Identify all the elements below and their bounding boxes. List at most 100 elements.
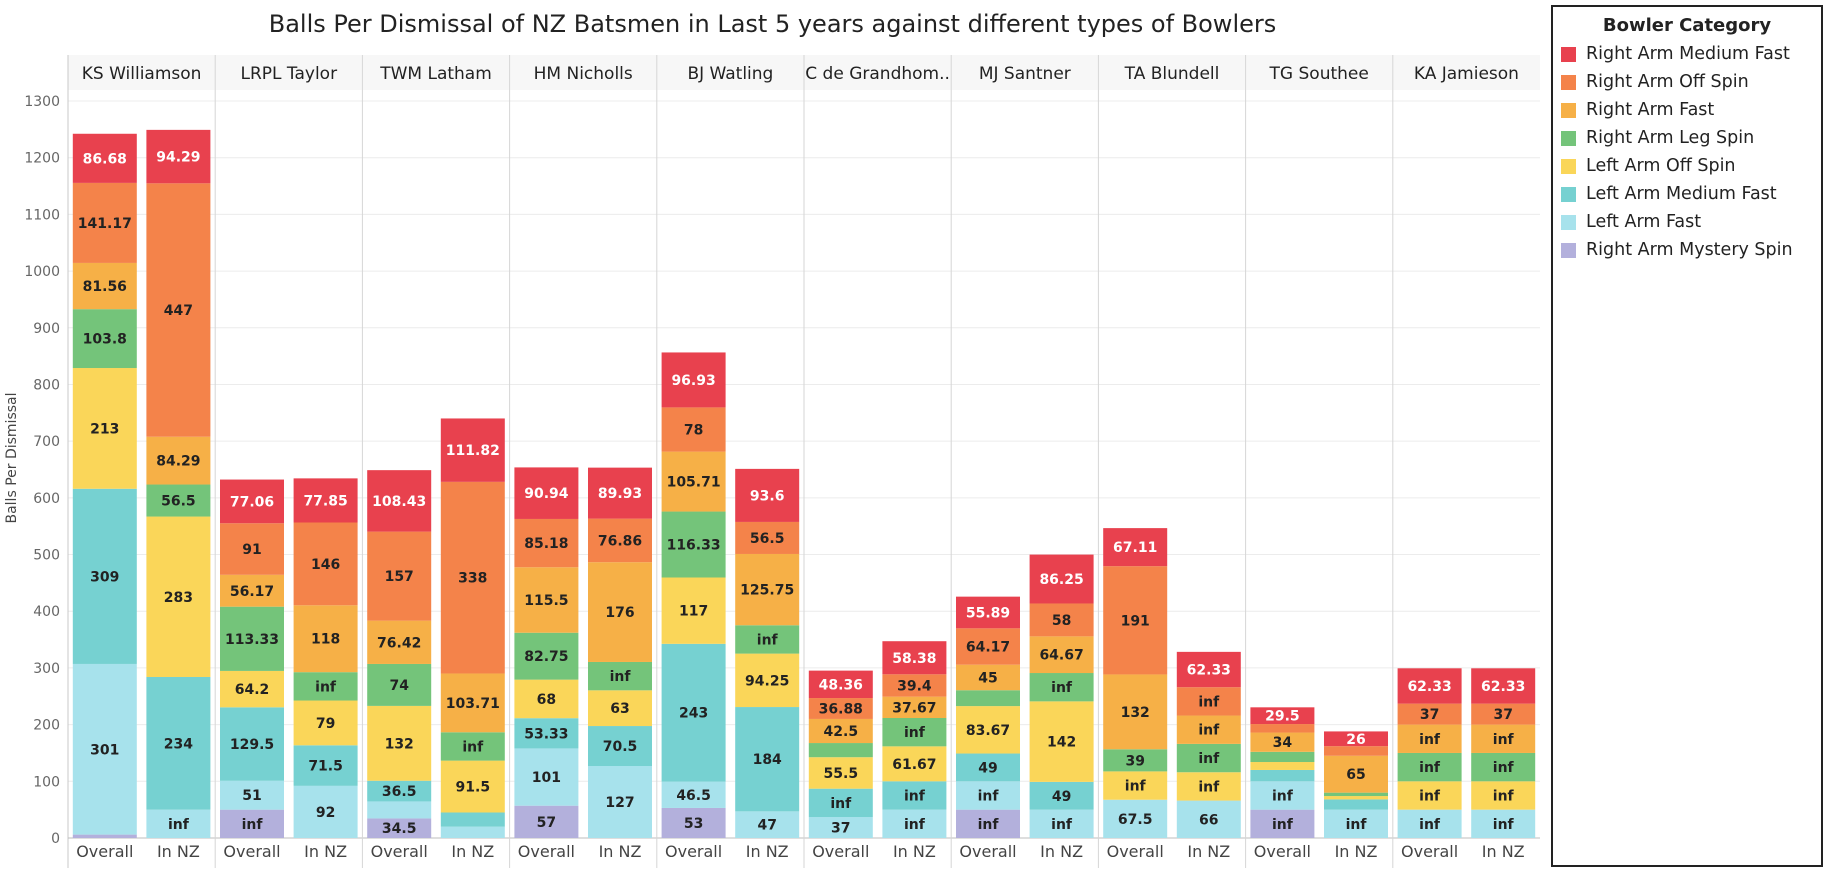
bar-segment [1103, 528, 1168, 567]
data-label: 67.11 [1113, 540, 1157, 556]
data-label: 146 [311, 557, 340, 573]
bar-segment [808, 670, 873, 699]
legend-label: Right Arm Mystery Spin [1586, 240, 1793, 260]
bar-segment [1103, 799, 1168, 838]
data-label: inf [830, 796, 852, 812]
data-label: 213 [90, 421, 119, 437]
data-label: 132 [1121, 705, 1150, 721]
bar-segment [588, 726, 652, 767]
data-label: 37 [1420, 707, 1439, 723]
facet-header-label: C de Grandhom.. [805, 64, 950, 84]
bar-segment [735, 653, 800, 708]
data-label: inf [1419, 732, 1441, 748]
bar-segment [72, 488, 137, 664]
data-label: 77.85 [303, 493, 347, 509]
data-label: inf [1419, 788, 1441, 804]
data-label: 81.56 [83, 279, 127, 295]
data-label: inf [1493, 788, 1515, 804]
data-label: 91 [242, 542, 261, 558]
bar-segment [588, 690, 652, 727]
data-label: 36.5 [382, 784, 417, 800]
data-label: 103.71 [446, 696, 500, 712]
data-label: 94.25 [745, 673, 789, 689]
data-label: 184 [753, 752, 782, 768]
bar-segment [514, 805, 579, 838]
bar-segment [1029, 781, 1094, 810]
x-tick-label: In NZ [304, 842, 347, 861]
bar-segment [1103, 674, 1168, 750]
data-label: 39 [1125, 753, 1144, 769]
bar-segment [808, 817, 873, 838]
legend-swatch [1561, 158, 1576, 174]
legend-items: Right Arm Medium Fast Right Arm Off Spin R… [1553, 40, 1821, 264]
data-label: 89.93 [598, 486, 642, 502]
bar-segment [514, 632, 579, 680]
bar-segment [293, 522, 358, 606]
bar-segment [293, 672, 358, 701]
bar-segment [956, 628, 1020, 665]
data-label: inf [1198, 779, 1220, 795]
data-label: 118 [311, 632, 340, 648]
legend-item: Right Arm Mystery Spin [1553, 236, 1821, 264]
data-label: 74 [389, 678, 409, 694]
bar-segment [1471, 724, 1536, 753]
data-label: 93.6 [750, 488, 785, 504]
data-label: 58 [1052, 613, 1071, 629]
data-label: inf [1493, 817, 1515, 833]
bar-segment [1103, 566, 1168, 675]
y-tick-label: 900 [33, 321, 60, 337]
data-label: 283 [164, 590, 193, 606]
bar-segment [1397, 668, 1462, 704]
bar-segment [146, 183, 211, 437]
bar-segment [1250, 781, 1315, 810]
data-label: inf [1419, 760, 1441, 776]
facet-header-label: MJ Santner [979, 64, 1071, 84]
data-label: 115.5 [524, 593, 568, 609]
data-label: 447 [164, 303, 193, 319]
bar-segment [588, 661, 652, 691]
bar-segment [220, 523, 284, 575]
bar-segment [661, 577, 726, 644]
data-label: inf [1051, 680, 1073, 696]
x-tick-label: Overall [959, 842, 1016, 861]
data-label: inf [1493, 732, 1515, 748]
bar-segment [735, 625, 800, 654]
bar-segment [1471, 781, 1536, 810]
legend-label: Right Arm Fast [1586, 100, 1715, 120]
data-label: 92 [316, 805, 335, 821]
data-label: 141.17 [78, 216, 132, 232]
bar-segment [146, 436, 211, 485]
legend: Bowler Category Right Arm Medium Fast Rig… [1551, 5, 1823, 867]
bar-segment [808, 757, 873, 789]
bar-segment [1471, 809, 1536, 838]
facet-header-label: HM Nicholls [534, 64, 633, 84]
bar-segment [1250, 724, 1315, 733]
bar-segment [1397, 724, 1462, 753]
bar-segment [293, 745, 358, 786]
x-tick-label: Overall [223, 842, 280, 861]
bar-segment [1250, 751, 1315, 763]
data-label: 90.94 [524, 486, 569, 502]
data-label: inf [1198, 694, 1220, 710]
x-tick-label: Overall [1107, 842, 1164, 861]
legend-swatch [1561, 242, 1576, 258]
bar-segment [367, 818, 432, 838]
data-label: 96.93 [671, 373, 715, 389]
data-label: 108.43 [372, 494, 426, 510]
data-label: 34.5 [382, 821, 417, 837]
data-label: 127 [605, 795, 634, 811]
bar-segment [146, 129, 211, 184]
data-label: inf [904, 817, 926, 833]
x-tick-label: Overall [371, 842, 428, 861]
bar-segment [514, 679, 579, 719]
data-label: 58.38 [892, 651, 936, 667]
bar-segment [220, 809, 284, 838]
facet-header-label: TWM Latham [379, 64, 492, 84]
data-label: inf [978, 788, 1000, 804]
bar-segment [1324, 809, 1388, 838]
x-tick-label: In NZ [157, 842, 200, 861]
bar-segment [1029, 673, 1094, 702]
legend-label: Left Arm Off Spin [1586, 156, 1736, 176]
bar-segment [367, 531, 432, 621]
data-label: 116.33 [667, 538, 721, 554]
